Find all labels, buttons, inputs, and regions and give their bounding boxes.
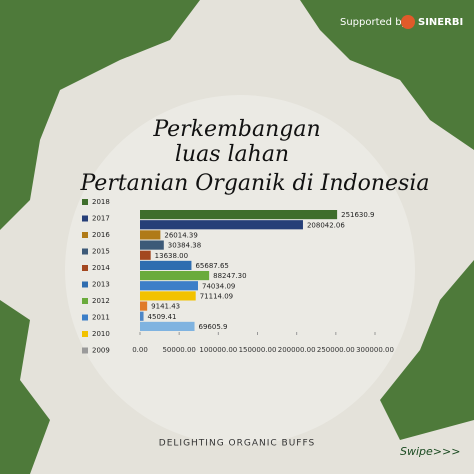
- title-line: Perkembangan: [152, 117, 320, 142]
- swipe[interactable]: Swipe>>>: [400, 445, 460, 458]
- bar: [140, 220, 303, 230]
- bar: [140, 240, 164, 250]
- legend-label: 2010: [92, 330, 110, 338]
- logo: [401, 15, 415, 29]
- x-tick-label: 200000.00: [278, 346, 316, 354]
- bar: [140, 291, 196, 301]
- legend-swatch: [82, 281, 88, 288]
- bar: [140, 260, 192, 270]
- legend-label: 2013: [92, 281, 110, 289]
- land: [0, 0, 200, 230]
- legend-swatch: [82, 199, 88, 205]
- tagline: DELIGHTING ORGANIC BUFFS: [159, 439, 315, 449]
- legend-label: 2009: [92, 347, 110, 355]
- bar: [140, 281, 198, 291]
- x-tick-label: 0.00: [132, 346, 148, 354]
- legend-swatch: [82, 314, 88, 321]
- value-label: 4509.41: [148, 313, 177, 321]
- bar: [140, 311, 144, 321]
- legend-swatch: [82, 215, 88, 222]
- legend-swatch: [82, 248, 88, 255]
- x-tick-label: 150000.00: [239, 346, 277, 354]
- bar: [140, 210, 338, 220]
- land: [300, 0, 474, 150]
- value-label: 13638.00: [155, 252, 188, 260]
- title-line: Pertanian Organik di Indonesia: [79, 171, 429, 196]
- x-tick-label: 300000.00: [356, 346, 394, 354]
- value-label: 9141.43: [151, 303, 180, 311]
- x-tick-label: 100000.00: [199, 346, 237, 354]
- value-label: 69605.9: [199, 323, 228, 331]
- value-label: 65687.65: [195, 262, 228, 270]
- legend-label: 2016: [92, 231, 110, 239]
- legend-label: 2015: [92, 248, 110, 256]
- value-label: 208042.06: [307, 221, 345, 229]
- title-line: luas lahan: [175, 142, 289, 167]
- land: [0, 300, 50, 474]
- legend-swatch: [82, 232, 88, 238]
- value-label: 74034.09: [202, 282, 235, 290]
- supported-by: Supported by: [340, 17, 408, 28]
- legend-swatch: [82, 347, 88, 354]
- bar: [140, 230, 161, 240]
- bar: [140, 321, 195, 331]
- value-label: 26014.39: [164, 231, 197, 239]
- legend-label: 2012: [92, 297, 110, 305]
- x-tick-label: 50000.00: [162, 346, 195, 354]
- legend-label: 2017: [92, 215, 110, 223]
- legend-swatch: [82, 298, 88, 304]
- x-tick-label: 250000.00: [317, 346, 355, 354]
- legend-swatch: [82, 265, 88, 271]
- legend-label: 2011: [92, 314, 110, 322]
- value-label: 71114.09: [200, 292, 233, 300]
- bar: [140, 301, 148, 311]
- legend-swatch: [82, 331, 88, 337]
- bar: [140, 271, 210, 281]
- bar: [140, 250, 151, 260]
- value-label: 251630.9: [341, 211, 374, 219]
- brand: SINERBI: [418, 17, 463, 28]
- value-label: 30384.38: [168, 242, 201, 250]
- land: [380, 260, 474, 440]
- value-label: 88247.30: [213, 272, 246, 280]
- backdrop: [65, 95, 415, 445]
- legend-label: 2018: [92, 198, 110, 206]
- legend-label: 2014: [92, 264, 110, 272]
